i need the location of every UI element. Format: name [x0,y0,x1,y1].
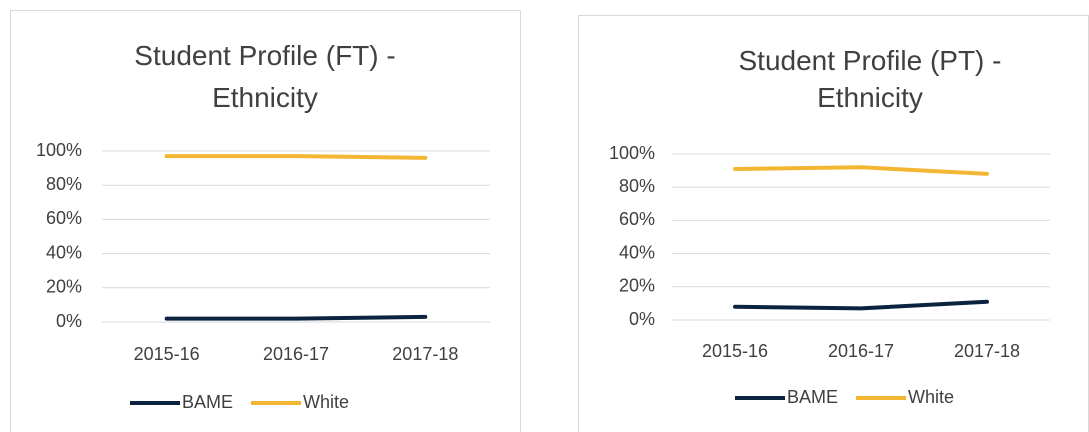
legend-label: BAME [182,392,233,412]
x-tick-label: 2017-18 [392,344,458,364]
y-tick-label: 40% [46,242,82,262]
legend-label: BAME [787,387,838,407]
line [733,165,989,176]
x-tick-label: 2015-16 [134,344,200,364]
chart-frame [10,10,521,432]
x-tick-label: 2017-18 [954,341,1020,361]
x-tick-label: 2016-17 [263,344,329,364]
y-tick-label: 80% [619,176,655,196]
x-tick-label: 2015-16 [702,341,768,361]
y-tick-label: 60% [619,209,655,229]
legend-label: White [908,387,954,407]
y-tick-label: 0% [629,309,655,329]
y-tick-label: 0% [56,311,82,331]
line [164,314,428,321]
y-tick-label: 100% [609,143,655,163]
legend-label: White [303,392,349,412]
line [733,299,989,311]
y-tick-label: 100% [36,140,82,160]
x-tick-label: 2016-17 [828,341,894,361]
chart-frame [578,15,1089,432]
line [164,154,428,160]
chart-title: Student Profile (PT) -Ethnicity [739,45,1002,113]
y-tick-label: 80% [46,174,82,194]
y-tick-label: 20% [46,277,82,297]
chart-title: Student Profile (FT) -Ethnicity [134,40,395,113]
y-tick-label: 20% [619,276,655,296]
y-tick-label: 60% [46,208,82,228]
y-tick-label: 40% [619,242,655,262]
